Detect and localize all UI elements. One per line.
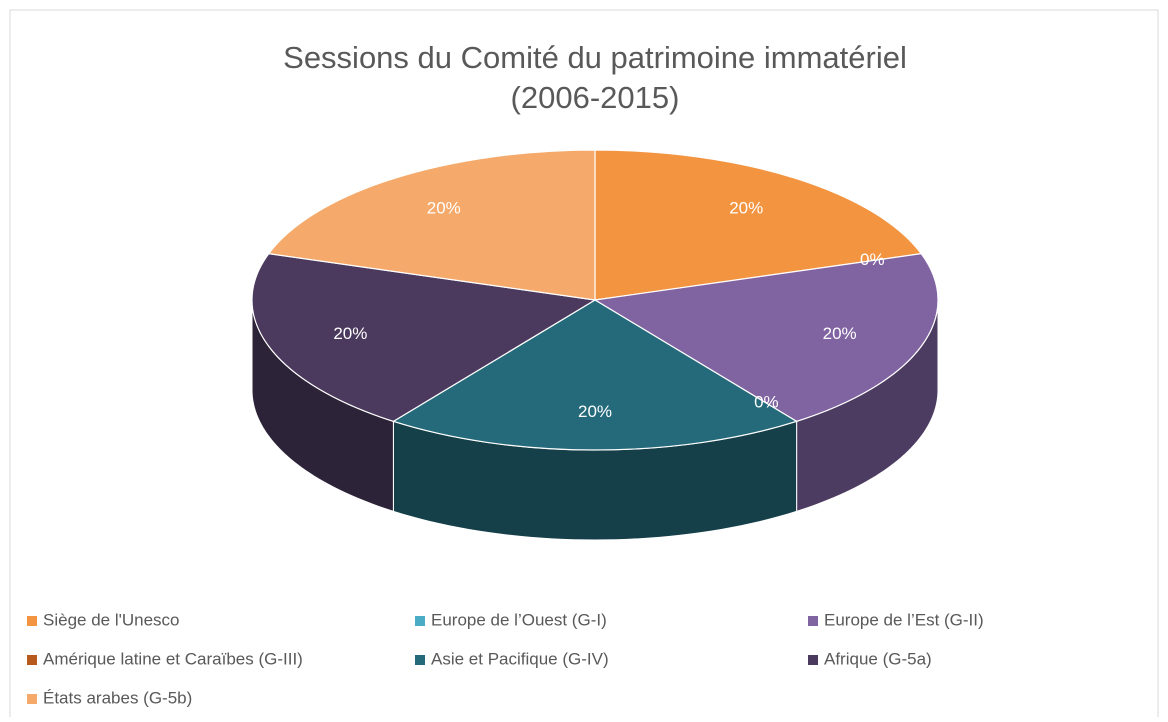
legend-label: Afrique (G-5a) — [824, 649, 932, 668]
legend-swatch — [27, 616, 37, 626]
legend-swatch — [27, 694, 37, 704]
pie-slice — [594, 149, 923, 301]
legend-label: Europe de l’Est (G-II) — [824, 610, 984, 629]
pie-slice — [593, 253, 939, 423]
legend-label: Asie et Pacifique (G-IV) — [431, 649, 609, 668]
data-label: 0% — [754, 393, 779, 412]
data-label: 20% — [333, 324, 367, 343]
legend-swatch — [415, 616, 425, 626]
pie-slice — [267, 149, 596, 301]
pie-slice — [251, 253, 597, 423]
data-label: 20% — [729, 198, 763, 217]
legend-swatch — [808, 655, 818, 665]
legend-label: Europe de l’Ouest (G-I) — [431, 610, 607, 629]
chart-subtitle: (2006-2015) — [511, 80, 680, 115]
legend-label: États arabes (G-5b) — [43, 688, 192, 707]
data-label: 20% — [578, 402, 612, 421]
data-label: 20% — [427, 198, 461, 217]
data-label: 0% — [860, 250, 885, 269]
legend-label: Siège de l'Unesco — [43, 610, 180, 629]
legend-label: Amérique latine et Caraïbes (G-III) — [43, 649, 303, 668]
data-label: 20% — [823, 324, 857, 343]
pie-slice — [391, 299, 799, 451]
legend-swatch — [27, 655, 37, 665]
legend-swatch — [808, 616, 818, 626]
legend-swatch — [415, 655, 425, 665]
chart-title: Sessions du Comité du patrimoine immatér… — [283, 40, 907, 75]
